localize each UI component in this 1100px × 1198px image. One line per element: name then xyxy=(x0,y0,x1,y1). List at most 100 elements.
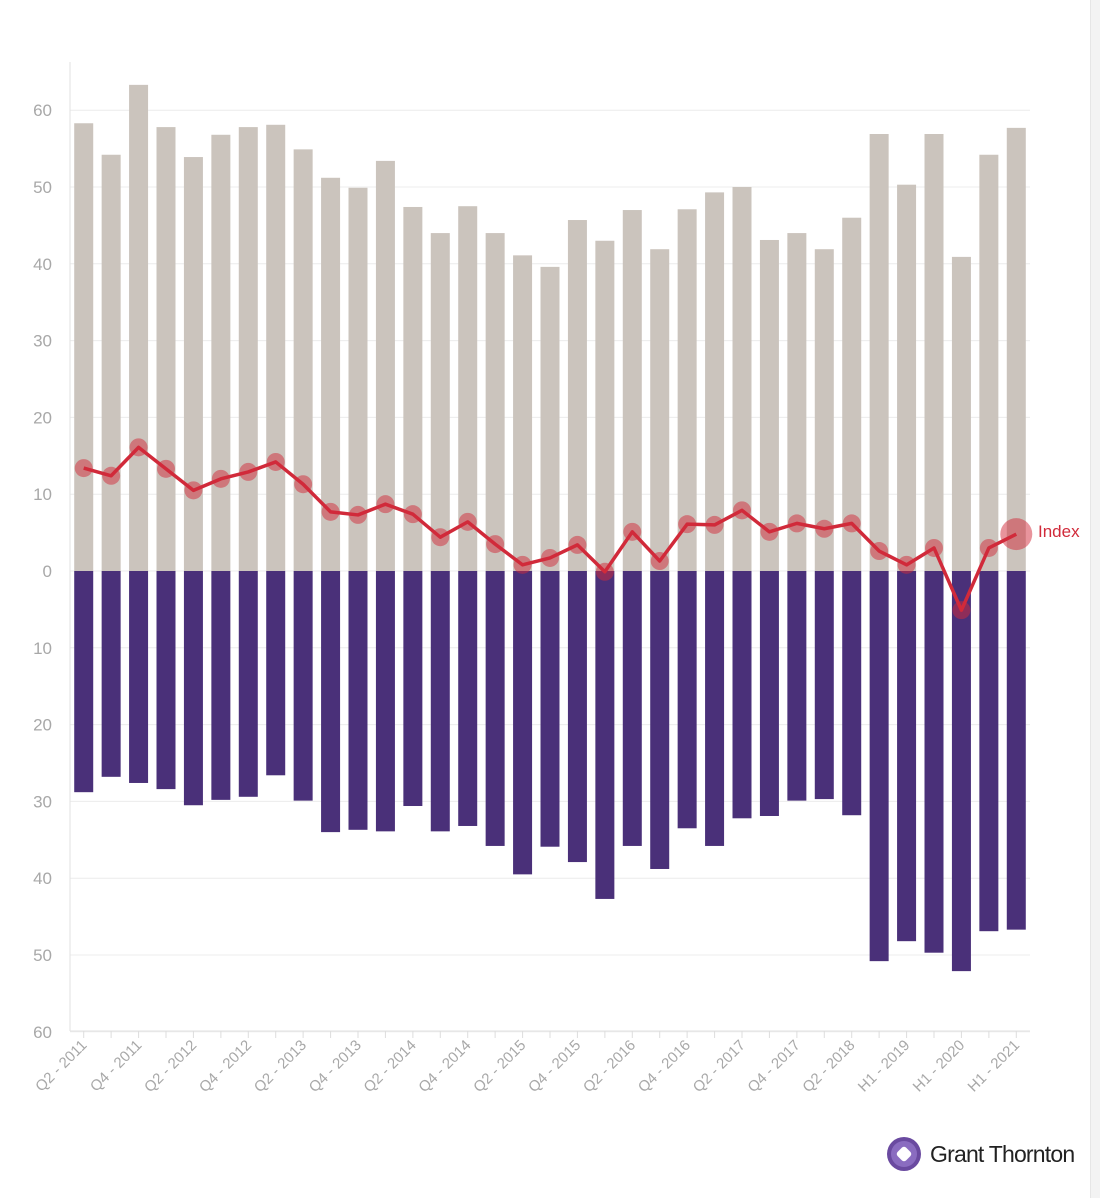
bar-negative xyxy=(979,571,999,932)
index-point xyxy=(403,505,422,524)
bar-negative xyxy=(485,571,505,846)
bar-negative xyxy=(787,571,807,801)
bar-positive xyxy=(183,157,203,571)
bar-positive xyxy=(211,134,231,571)
y-tick-label: 10 xyxy=(33,639,52,658)
bar-positive xyxy=(156,127,176,571)
y-tick-label: 60 xyxy=(33,1023,52,1042)
bar-positive xyxy=(403,206,423,571)
index-point xyxy=(211,469,230,488)
index-point xyxy=(897,555,916,574)
index-point xyxy=(678,515,697,534)
index-point xyxy=(787,514,806,533)
bar-negative xyxy=(595,571,615,899)
bar-negative xyxy=(1006,571,1026,930)
bar-negative xyxy=(951,571,971,972)
bar-negative xyxy=(897,571,917,942)
bar-negative xyxy=(732,571,752,819)
x-tick-label: Q4 - 2015 xyxy=(525,1037,584,1096)
bar-positive xyxy=(650,249,670,571)
index-point xyxy=(650,552,669,571)
bar-positive xyxy=(430,233,450,571)
bar-positive xyxy=(951,256,971,571)
bar-negative xyxy=(183,571,203,806)
index-point xyxy=(815,519,834,538)
bar-negative xyxy=(458,571,478,826)
index-point xyxy=(431,528,450,547)
index-point xyxy=(513,555,532,574)
bar-negative xyxy=(101,571,121,777)
index-point xyxy=(294,475,313,494)
bar-positive xyxy=(321,177,341,571)
index-point xyxy=(486,535,505,554)
x-tick-label: Q2 - 2011 xyxy=(32,1037,90,1095)
y-tick-label: 0 xyxy=(43,562,52,581)
index-point xyxy=(74,459,93,478)
grant-thornton-logo-icon xyxy=(887,1137,921,1171)
x-tick-label: Q4 - 2016 xyxy=(635,1037,694,1096)
x-tick-label: Q4 - 2012 xyxy=(196,1037,255,1096)
bar-positive xyxy=(458,206,478,571)
y-tick-label: 60 xyxy=(33,101,52,120)
index-point xyxy=(321,502,340,521)
index-point xyxy=(925,538,943,557)
bar-positive xyxy=(238,127,258,571)
x-tick-label: H1 - 2020 xyxy=(910,1037,969,1096)
bar-negative xyxy=(705,571,725,846)
x-tick-label: Q4 - 2013 xyxy=(306,1037,365,1096)
bar-positive xyxy=(129,84,149,571)
index-point xyxy=(184,481,203,500)
bar-positive xyxy=(74,123,94,572)
bar-positive xyxy=(348,187,368,571)
bar-negative xyxy=(348,571,368,830)
bar-positive xyxy=(622,210,642,572)
bar-positive xyxy=(705,192,725,571)
brand-name: Grant Thornton xyxy=(930,1140,1075,1167)
index-point xyxy=(102,466,121,485)
index-point xyxy=(541,548,559,567)
bar-negative xyxy=(869,571,889,962)
x-tick-label: Q2 - 2015 xyxy=(470,1037,529,1096)
y-tick-label: 50 xyxy=(33,946,52,965)
bar-negative xyxy=(677,571,697,829)
bar-negative xyxy=(266,571,286,776)
bar-negative xyxy=(814,571,834,800)
bar-positive xyxy=(266,124,286,572)
index-point xyxy=(129,438,148,457)
bar-negative xyxy=(403,571,423,807)
bar-positive xyxy=(1006,127,1026,571)
bar-positive xyxy=(513,255,533,572)
x-tick-label: H1 - 2021 xyxy=(965,1037,1024,1096)
index-point xyxy=(239,462,258,481)
bar-negative xyxy=(375,571,395,832)
y-tick-label: 40 xyxy=(33,869,52,888)
y-tick-label: 50 xyxy=(33,178,52,197)
index-point xyxy=(595,562,614,581)
index-point xyxy=(458,512,477,531)
index-point xyxy=(376,495,395,514)
bar-positive xyxy=(842,217,862,571)
bar-positive xyxy=(677,209,697,571)
x-tick-label: Q2 - 2018 xyxy=(799,1037,858,1096)
index-point xyxy=(842,514,861,533)
bar-positive xyxy=(595,240,615,571)
bar-negative xyxy=(156,571,176,790)
bar-positive xyxy=(759,239,779,571)
bar-positive xyxy=(375,160,395,571)
scroll-edge xyxy=(1090,0,1100,1198)
index-point xyxy=(1000,518,1033,551)
x-tick-label: Q2 - 2016 xyxy=(580,1037,639,1096)
bar-positive xyxy=(897,184,917,572)
index-point xyxy=(266,452,285,471)
bar-negative xyxy=(430,571,450,832)
y-tick-label: 20 xyxy=(33,716,52,735)
index-point xyxy=(157,459,175,478)
bar-negative xyxy=(759,571,779,816)
bar-negative xyxy=(650,571,670,869)
bar-negative xyxy=(321,571,341,833)
y-tick-label: 40 xyxy=(33,255,52,274)
bar-negative xyxy=(74,571,94,793)
bar-negative xyxy=(211,571,231,800)
bar-positive xyxy=(869,134,889,571)
